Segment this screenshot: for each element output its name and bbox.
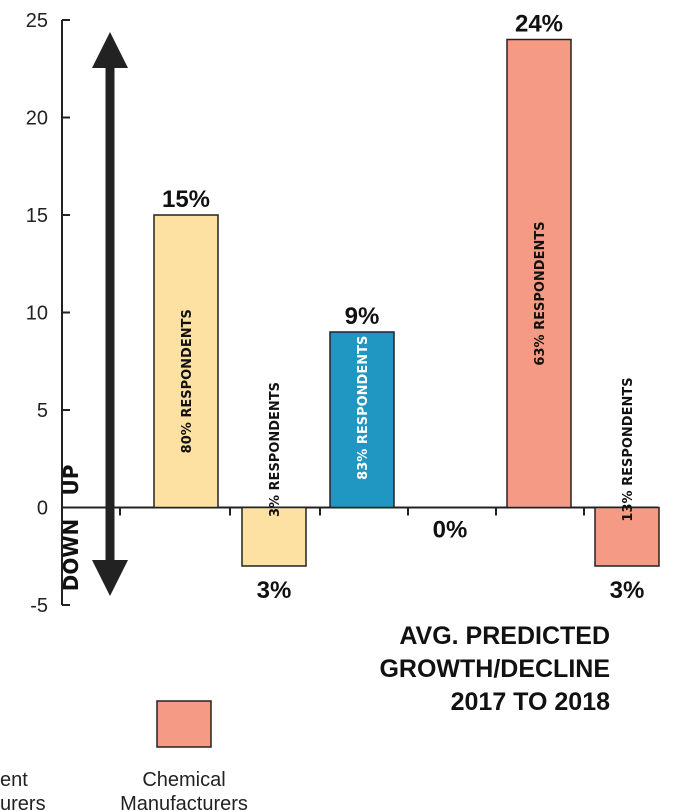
bar	[153, 214, 219, 509]
legend-label: Chemical	[142, 769, 225, 791]
y-tick-label: -5	[30, 595, 48, 617]
bar-respondents-label: 3% RESPONDENTS	[268, 382, 283, 517]
bar	[506, 38, 572, 509]
bar-respondents-label: 83% RESPONDENTS	[356, 336, 371, 480]
bar-value-label: 15%	[162, 186, 210, 213]
bar-respondents-label: 63% RESPONDENTS	[533, 221, 548, 365]
y-tick-label: 10	[26, 303, 48, 325]
bar-value-label: 24%	[515, 11, 563, 38]
legend-swatch	[156, 700, 212, 748]
chart-caption-line: 2017 TO 2018	[451, 688, 610, 716]
bar	[241, 506, 307, 567]
bar-value-label: 3%	[610, 577, 645, 604]
bar-respondents-label: 80% RESPONDENTS	[180, 309, 195, 453]
chart-caption-line: AVG. PREDICTED	[399, 622, 610, 650]
y-tick-label: 15	[26, 205, 48, 227]
y-tick-label: 25	[26, 10, 48, 32]
bar	[594, 506, 660, 567]
direction-down-label: DOWN	[59, 519, 83, 591]
legend-label: Manufacturers	[120, 793, 248, 811]
legend-label: ent	[0, 769, 28, 791]
y-tick-label: 5	[37, 400, 48, 422]
bar-respondents-label: 13% RESPONDENTS	[621, 377, 636, 521]
bar	[329, 331, 395, 509]
legend-label: urers	[0, 793, 46, 811]
bar-value-label: 0%	[433, 517, 468, 544]
y-tick-label: 20	[26, 108, 48, 130]
y-tick-label: 0	[37, 498, 48, 520]
direction-up-label: UP	[59, 465, 83, 496]
bar-value-label: 3%	[257, 577, 292, 604]
bar-value-label: 9%	[345, 303, 380, 330]
chart-caption-line: GROWTH/DECLINE	[379, 655, 610, 683]
